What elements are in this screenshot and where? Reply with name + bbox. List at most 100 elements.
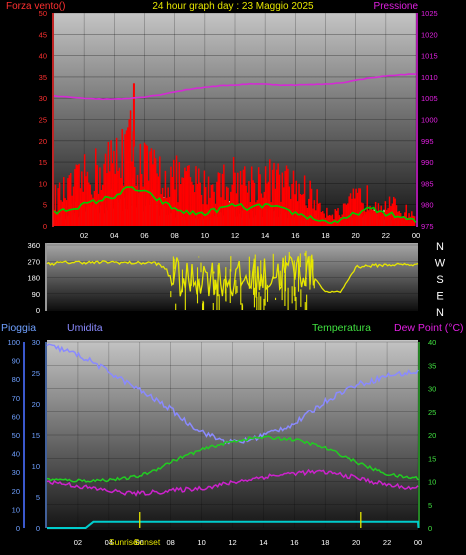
compass-label: N — [436, 241, 444, 253]
rain-y-axis: 0 5 10 15 20 25 30 — [32, 338, 40, 533]
x-tick-label: 16 — [290, 538, 298, 547]
pressure-y-tick: 1015 — [421, 52, 438, 61]
graph-title: 24 hour graph day : 23 Maggio 2025 — [152, 1, 314, 12]
wind-y-tick: 15 — [39, 158, 47, 167]
direction-y-tick: 180 — [27, 274, 40, 283]
pressure-y-tick: 1025 — [421, 9, 438, 18]
temperature-y-tick: 0 — [428, 524, 432, 533]
temperature-y-tick: 40 — [428, 338, 436, 347]
humidity-y-tick: 80 — [12, 375, 20, 384]
temperature-y-tick: 25 — [428, 408, 436, 417]
humidity-y-tick: 60 — [12, 412, 20, 421]
pressure-y-axis: 975 980 985 990 995 1000 1005 1010 1015 1020 1025 — [421, 9, 438, 231]
wind-average-line — [53, 186, 417, 225]
rain-y-tick: 15 — [32, 431, 40, 440]
x-tick-label: 12 — [228, 538, 236, 547]
x-tick-label: 06 — [140, 231, 148, 240]
temperature-y-tick: 35 — [428, 361, 436, 370]
temperature-y-axis: 0 5 10 15 20 25 30 35 40 — [428, 338, 436, 533]
wind-y-tick: 30 — [39, 94, 47, 103]
pressure-y-tick: 985 — [421, 179, 434, 188]
x-tick-label: 18 — [321, 231, 329, 240]
wind-y-tick: 40 — [39, 52, 47, 61]
temperature-y-tick: 20 — [428, 431, 436, 440]
temperature-y-tick: 5 — [428, 501, 432, 510]
pressure-line — [53, 73, 417, 101]
x-tick-label: 00 — [412, 231, 420, 240]
temperature-y-tick: 10 — [428, 478, 436, 487]
wind-y-tick: 20 — [39, 137, 47, 146]
wind-y-tick: 35 — [39, 73, 47, 82]
x-tick-label: 10 — [197, 538, 205, 547]
wind-direction-line — [46, 254, 419, 298]
x-tick-label: 00 — [414, 538, 422, 547]
wind-y-tick: 25 — [39, 116, 47, 125]
humidity-y-tick: 50 — [12, 431, 20, 440]
wind-label: Forza vento() — [6, 1, 65, 12]
pressure-y-tick: 1005 — [421, 94, 438, 103]
wind-y-tick: 5 — [43, 201, 47, 210]
direction-y-axis: 0 90 180 270 360 — [27, 241, 40, 315]
wind-y-axis: 0 5 10 15 20 25 30 35 40 45 50 — [39, 9, 47, 231]
x-tick-label: 08 — [166, 538, 174, 547]
panel-wind-x-axis: 02 04 06 08 10 12 14 16 18 20 22 00 — [80, 231, 420, 240]
x-tick-label: 14 — [259, 538, 267, 547]
rain-label: Pioggia — [1, 322, 36, 334]
pressure-y-tick: 995 — [421, 137, 434, 146]
temperature-label: Temperatura — [312, 322, 371, 334]
pressure-label: Pressione — [374, 1, 419, 12]
x-tick-label: 06 — [136, 538, 144, 547]
dewpoint-label: Dew Point (°C) — [394, 322, 464, 334]
temperature-y-tick: 15 — [428, 454, 436, 463]
rain-y-tick: 20 — [32, 400, 40, 409]
compass-label: W — [435, 258, 446, 270]
compass-label: E — [436, 291, 443, 303]
humidity-y-tick: 0 — [16, 524, 20, 533]
x-tick-label: 02 — [74, 538, 82, 547]
humidity-y-tick: 20 — [12, 487, 20, 496]
direction-y-tick: 270 — [27, 257, 40, 266]
humidity-y-tick: 40 — [12, 450, 20, 459]
x-tick-label: 22 — [383, 538, 391, 547]
x-tick-label: 20 — [351, 231, 359, 240]
wind-y-tick: 45 — [39, 30, 47, 39]
humidity-y-tick: 100 — [7, 338, 20, 347]
panel-temp-x-axis: 02 04 06 08 10 12 14 16 18 20 22 00 — [74, 538, 422, 547]
humidity-y-tick: 10 — [12, 505, 20, 514]
direction-y-tick: 90 — [32, 290, 40, 299]
rain-y-tick: 0 — [36, 524, 40, 533]
x-tick-label: 22 — [382, 231, 390, 240]
x-tick-label: 18 — [321, 538, 329, 547]
wind-gust-bars — [53, 110, 416, 226]
x-tick-label: 10 — [201, 231, 209, 240]
x-tick-label: 12 — [231, 231, 239, 240]
humidity-y-tick: 90 — [12, 357, 20, 366]
pressure-y-tick: 1000 — [421, 116, 438, 125]
pressure-y-tick: 980 — [421, 201, 434, 210]
compass-label: N — [436, 307, 444, 319]
x-tick-label: 14 — [261, 231, 269, 240]
rain-y-tick: 25 — [32, 369, 40, 378]
rain-y-tick: 5 — [36, 493, 40, 502]
x-tick-label: 08 — [170, 231, 178, 240]
x-tick-label: 02 — [80, 231, 88, 240]
pressure-y-tick: 975 — [421, 222, 434, 231]
rain-y-tick: 30 — [32, 338, 40, 347]
x-tick-label: 04 — [105, 538, 113, 547]
panel-temp-grid — [23, 341, 420, 529]
temperature-y-tick: 30 — [428, 385, 436, 394]
humidity-label: Umidita — [67, 322, 103, 334]
direction-y-tick: 360 — [27, 241, 40, 250]
rain-line — [47, 520, 420, 529]
wind-direction-noise — [170, 250, 315, 310]
wind-y-tick: 0 — [43, 222, 47, 231]
panel-direction-background — [47, 243, 418, 311]
wind-y-tick: 10 — [39, 179, 47, 188]
sunrise-label: Sunrise — [109, 537, 138, 547]
x-tick-label: 16 — [291, 231, 299, 240]
humidity-y-tick: 70 — [12, 394, 20, 403]
